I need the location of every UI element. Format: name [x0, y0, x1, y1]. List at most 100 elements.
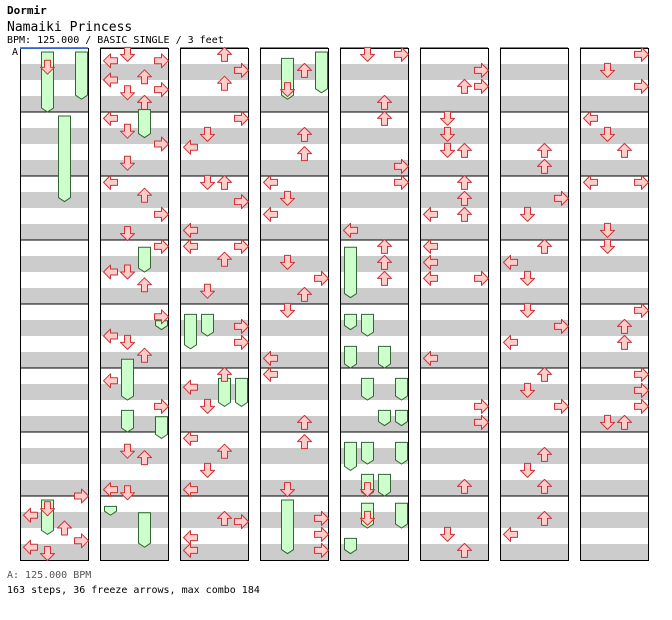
beat-stripe — [420, 64, 488, 80]
beat-stripe — [420, 192, 488, 208]
beat-stripe — [180, 48, 248, 64]
beat-stripe — [20, 256, 88, 272]
beat-stripe — [180, 496, 248, 512]
beat-stripe — [100, 432, 168, 448]
left-arrow-icon — [503, 254, 518, 270]
down-arrow-icon — [200, 174, 215, 190]
beat-stripe — [420, 480, 488, 496]
beat-stripe — [340, 144, 408, 160]
up-arrow-icon — [537, 158, 552, 174]
left-arrow-icon — [263, 206, 278, 222]
up-arrow-icon — [377, 270, 392, 286]
beat-stripe — [340, 112, 408, 128]
down-arrow-icon — [520, 206, 535, 222]
beat-stripe — [580, 480, 648, 496]
left-arrow-icon — [423, 254, 438, 270]
beat-stripe — [580, 288, 648, 304]
beat-stripe — [20, 528, 88, 544]
up-arrow-icon — [457, 78, 472, 94]
beat-stripe — [500, 304, 568, 320]
beat-stripe — [420, 496, 488, 512]
beat-stripe — [20, 272, 88, 288]
beat-stripe — [100, 160, 168, 176]
left-arrow-icon — [423, 270, 438, 286]
left-arrow-icon — [103, 53, 118, 69]
down-arrow-icon — [360, 46, 375, 62]
down-arrow-icon — [120, 443, 135, 459]
down-arrow-icon — [360, 510, 375, 526]
left-arrow-icon — [503, 526, 518, 542]
down-arrow-icon — [200, 462, 215, 478]
beat-stripe — [100, 80, 168, 96]
beat-stripe — [180, 112, 248, 128]
beat-stripe — [100, 208, 168, 224]
beat-stripe — [580, 432, 648, 448]
beat-stripe — [260, 96, 328, 112]
freeze-arrow — [344, 537, 357, 555]
right-arrow-icon — [154, 82, 169, 98]
beat-stripe — [260, 128, 328, 144]
beat-stripe — [500, 544, 568, 560]
beat-stripe — [20, 384, 88, 400]
beat-stripe — [580, 384, 648, 400]
beat-stripe — [580, 368, 648, 384]
right-arrow-icon — [634, 174, 649, 190]
down-arrow-icon — [440, 142, 455, 158]
beat-stripe — [260, 288, 328, 304]
beat-stripe — [500, 480, 568, 496]
right-arrow-icon — [154, 398, 169, 414]
beat-stripe — [260, 400, 328, 416]
freeze-arrow — [104, 505, 117, 516]
left-arrow-icon — [183, 542, 198, 558]
beat-stripe — [20, 368, 88, 384]
right-arrow-icon — [314, 510, 329, 526]
left-arrow-icon — [423, 350, 438, 366]
left-arrow-icon — [103, 482, 118, 498]
beat-stripe — [500, 160, 568, 176]
right-arrow-icon — [634, 398, 649, 414]
beat-stripe — [260, 256, 328, 272]
beat-stripe — [260, 320, 328, 336]
beat-stripe — [260, 112, 328, 128]
up-arrow-icon — [617, 414, 632, 430]
up-arrow-icon — [217, 46, 232, 62]
up-arrow-icon — [537, 366, 552, 382]
right-arrow-icon — [554, 398, 569, 414]
right-arrow-icon — [154, 309, 169, 325]
beat-stripe — [340, 160, 408, 176]
beat-stripe — [420, 304, 488, 320]
freeze-arrow — [138, 246, 151, 273]
beat-stripe — [100, 336, 168, 352]
down-arrow-icon — [440, 526, 455, 542]
beat-stripe — [500, 144, 568, 160]
down-arrow-icon — [520, 302, 535, 318]
right-arrow-icon — [394, 174, 409, 190]
beat-stripe — [20, 448, 88, 464]
beat-stripe — [500, 384, 568, 400]
beat-stripe — [420, 176, 488, 192]
up-arrow-icon — [617, 318, 632, 334]
up-arrow-icon — [297, 146, 312, 162]
beat-stripe — [100, 144, 168, 160]
beat-stripe — [20, 320, 88, 336]
beat-stripe — [20, 112, 88, 128]
beat-stripe — [580, 272, 648, 288]
beat-stripe — [580, 336, 648, 352]
left-arrow-icon — [423, 206, 438, 222]
up-arrow-icon — [137, 277, 152, 293]
right-arrow-icon — [234, 110, 249, 126]
beat-stripe — [20, 240, 88, 256]
beat-stripe — [180, 464, 248, 480]
down-arrow-icon — [600, 414, 615, 430]
beat-stripe — [20, 224, 88, 240]
down-arrow-icon — [440, 126, 455, 142]
right-arrow-icon — [74, 488, 89, 504]
down-arrow-icon — [440, 110, 455, 126]
left-arrow-icon — [103, 110, 118, 126]
right-arrow-icon — [554, 318, 569, 334]
beat-stripe — [340, 208, 408, 224]
beat-stripe — [20, 208, 88, 224]
freeze-arrow — [395, 441, 408, 465]
right-arrow-icon — [234, 194, 249, 210]
beat-stripe — [340, 80, 408, 96]
